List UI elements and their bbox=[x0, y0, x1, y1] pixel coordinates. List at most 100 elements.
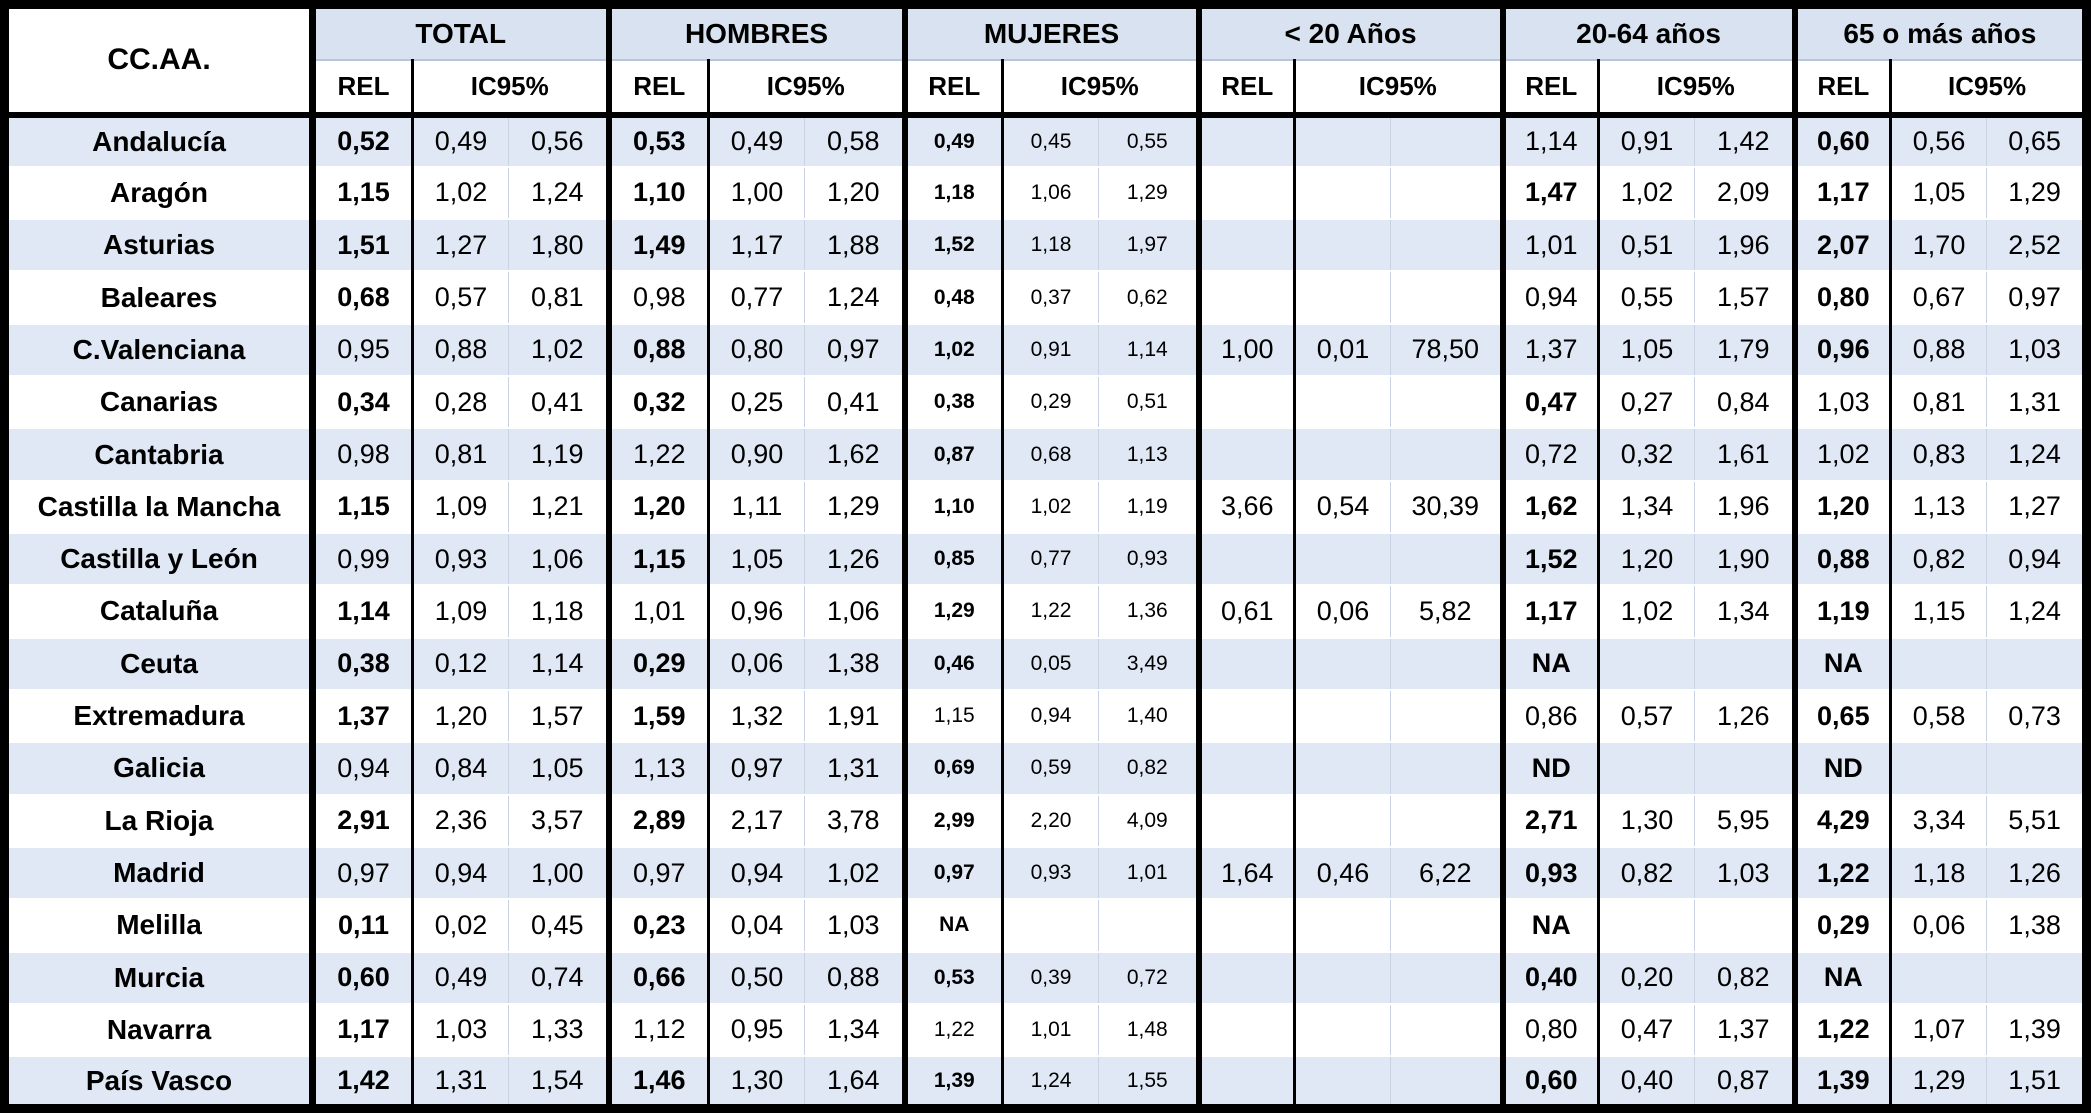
ci-low-value: 0,94 bbox=[412, 846, 509, 901]
ci-high-value: 0,62 bbox=[1098, 271, 1199, 325]
ci-high-value: 0,73 bbox=[1986, 689, 2087, 744]
table-row: Cantabria 0,98 0,81 1,19 1,22 0,90 1,62 0,87 0,6… bbox=[4, 428, 2087, 482]
ci-high-value: 0,55 bbox=[1098, 114, 1199, 168]
ci-high-value: 1,96 bbox=[1694, 219, 1795, 273]
rel-value bbox=[1195, 742, 1297, 796]
ci-high-value: 1,26 bbox=[1986, 846, 2087, 901]
rel-value bbox=[1195, 428, 1297, 482]
table-row: Castilla la Mancha 1,15 1,09 1,21 1,20 1,11 1,… bbox=[4, 480, 2087, 535]
ci-high-value: 1,05 bbox=[508, 742, 609, 796]
rel-value: 0,60 bbox=[312, 951, 414, 1005]
ci-low-value: 0,06 bbox=[708, 637, 805, 691]
rel-value: 4,29 bbox=[1791, 794, 1893, 848]
rel-value: 1,15 bbox=[312, 480, 414, 535]
rel-value: 1,20 bbox=[605, 480, 710, 535]
rel-value: 0,98 bbox=[312, 428, 414, 482]
ci-low-value: 3,34 bbox=[1890, 794, 1988, 848]
rel-value: 0,88 bbox=[1791, 533, 1893, 587]
rel-value: 0,47 bbox=[1499, 376, 1601, 430]
ci-high-value: 1,57 bbox=[1694, 271, 1795, 325]
ci-high-value bbox=[1986, 951, 2087, 1005]
ci-low-value bbox=[1294, 219, 1392, 273]
ci-high-value: 0,65 bbox=[1986, 114, 2087, 168]
ci-low-value: 1,02 bbox=[1002, 480, 1099, 535]
ci-low-value: 1,24 bbox=[1002, 1056, 1099, 1109]
ci-high-value: 1,18 bbox=[508, 585, 609, 639]
rel-value: NA bbox=[901, 899, 1004, 953]
region-name: Cataluña bbox=[4, 585, 316, 639]
ci-high-value bbox=[1694, 899, 1795, 953]
ic95-header: IC95% bbox=[1294, 59, 1503, 118]
ci-low-value: 0,47 bbox=[1598, 1003, 1696, 1058]
ci-high-value: 1,37 bbox=[1694, 1003, 1795, 1058]
ci-high-value: 1,03 bbox=[1986, 323, 2087, 378]
rel-value: 1,17 bbox=[1791, 166, 1893, 221]
rel-value: 0,40 bbox=[1499, 951, 1601, 1005]
rel-value: 1,39 bbox=[901, 1056, 1004, 1109]
ci-low-value: 0,32 bbox=[1598, 428, 1696, 482]
ci-low-value: 0,37 bbox=[1002, 271, 1099, 325]
ci-high-value: 0,93 bbox=[1098, 533, 1199, 587]
rel-value: 1,49 bbox=[605, 219, 710, 273]
ci-low-value: 0,81 bbox=[412, 428, 509, 482]
ci-low-value: 0,40 bbox=[1598, 1056, 1696, 1109]
table-row: Aragón 1,15 1,02 1,24 1,10 1,00 1,20 1,18 1,06 1,… bbox=[4, 166, 2087, 221]
ci-high-value: 1,57 bbox=[508, 689, 609, 744]
ci-high-value: 1,06 bbox=[508, 533, 609, 587]
rel-value: 0,97 bbox=[901, 846, 1004, 901]
ci-low-value: 0,67 bbox=[1890, 271, 1988, 325]
rel-value: 1,22 bbox=[901, 1003, 1004, 1058]
ci-low-value: 0,01 bbox=[1294, 323, 1392, 378]
ci-high-value: 5,51 bbox=[1986, 794, 2087, 848]
rel-value: 1,19 bbox=[1791, 585, 1893, 639]
ci-high-value: 1,01 bbox=[1098, 846, 1199, 901]
group-header-20-64: 20-64 años bbox=[1499, 4, 1795, 61]
ci-low-value: 0,20 bbox=[1598, 951, 1696, 1005]
ci-low-value: 2,36 bbox=[412, 794, 509, 848]
ci-low-value bbox=[1294, 271, 1392, 325]
ci-high-value: 1,31 bbox=[1986, 376, 2087, 430]
rel-value: NA bbox=[1499, 899, 1601, 953]
ci-high-value bbox=[1390, 428, 1503, 482]
ci-low-value: 1,30 bbox=[708, 1056, 805, 1109]
ci-low-value: 1,00 bbox=[708, 166, 805, 221]
rel-value: 1,22 bbox=[605, 428, 710, 482]
rel-value: 1,10 bbox=[901, 480, 1004, 535]
rel-value: 0,95 bbox=[312, 323, 414, 378]
ci-high-value bbox=[1986, 637, 2087, 691]
rel-value: 2,99 bbox=[901, 794, 1004, 848]
table-row: Ceuta 0,38 0,12 1,14 0,29 0,06 1,38 0,46 0,05 3,4… bbox=[4, 637, 2087, 691]
ci-high-value: 1,40 bbox=[1098, 689, 1199, 744]
rel-value: 2,71 bbox=[1499, 794, 1601, 848]
ci-low-value: 0,95 bbox=[708, 1003, 805, 1058]
rel-value: 0,48 bbox=[901, 271, 1004, 325]
table-body: Andalucía 0,52 0,49 0,56 0,53 0,49 0,58 0,49 0,4… bbox=[4, 114, 2087, 1109]
ci-low-value: 0,06 bbox=[1294, 585, 1392, 639]
ci-low-value: 0,93 bbox=[412, 533, 509, 587]
ci-high-value: 0,84 bbox=[1694, 376, 1795, 430]
ci-high-value: 1,51 bbox=[1986, 1056, 2087, 1109]
ci-high-value: 5,95 bbox=[1694, 794, 1795, 848]
ci-low-value: 0,49 bbox=[412, 951, 509, 1005]
ci-low-value bbox=[1294, 742, 1392, 796]
rel-value bbox=[1195, 166, 1297, 221]
rel-value: 1,02 bbox=[901, 323, 1004, 378]
ci-low-value: 0,93 bbox=[1002, 846, 1099, 901]
ic95-header: IC95% bbox=[708, 59, 905, 118]
region-name: Asturias bbox=[4, 219, 316, 273]
ci-high-value: 1,54 bbox=[508, 1056, 609, 1109]
rel-value: 1,15 bbox=[605, 533, 710, 587]
ci-low-value: 0,49 bbox=[708, 114, 805, 168]
ci-low-value: 0,25 bbox=[708, 376, 805, 430]
ci-low-value: 1,17 bbox=[708, 219, 805, 273]
ci-low-value: 1,13 bbox=[1890, 480, 1988, 535]
table-row: Cataluña 1,14 1,09 1,18 1,01 0,96 1,06 1,29 1,22… bbox=[4, 585, 2087, 639]
rel-value: ND bbox=[1791, 742, 1893, 796]
ci-low-value: 0,57 bbox=[412, 271, 509, 325]
rel-value: 0,97 bbox=[312, 846, 414, 901]
ci-low-value: 1,11 bbox=[708, 480, 805, 535]
ci-low-value: 0,91 bbox=[1002, 323, 1099, 378]
rel-value: 0,46 bbox=[901, 637, 1004, 691]
rel-value: 1,14 bbox=[1499, 114, 1601, 168]
rel-header: REL bbox=[605, 59, 710, 118]
